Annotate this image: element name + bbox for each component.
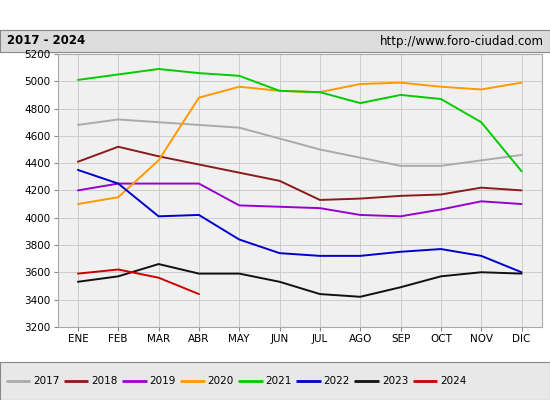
Text: 2019: 2019 [149, 376, 175, 386]
Text: http://www.foro-ciudad.com: http://www.foro-ciudad.com [379, 34, 543, 48]
Text: 2024: 2024 [440, 376, 466, 386]
Text: 2018: 2018 [91, 376, 118, 386]
Text: Evolucion del paro registrado en Arganda del Rey: Evolucion del paro registrado en Arganda… [94, 8, 456, 22]
Text: 2017 - 2024: 2017 - 2024 [7, 34, 85, 48]
Text: 2017: 2017 [33, 376, 59, 386]
Text: 2022: 2022 [324, 376, 350, 386]
Text: 2020: 2020 [207, 376, 234, 386]
Text: 2021: 2021 [266, 376, 292, 386]
Text: 2023: 2023 [382, 376, 408, 386]
